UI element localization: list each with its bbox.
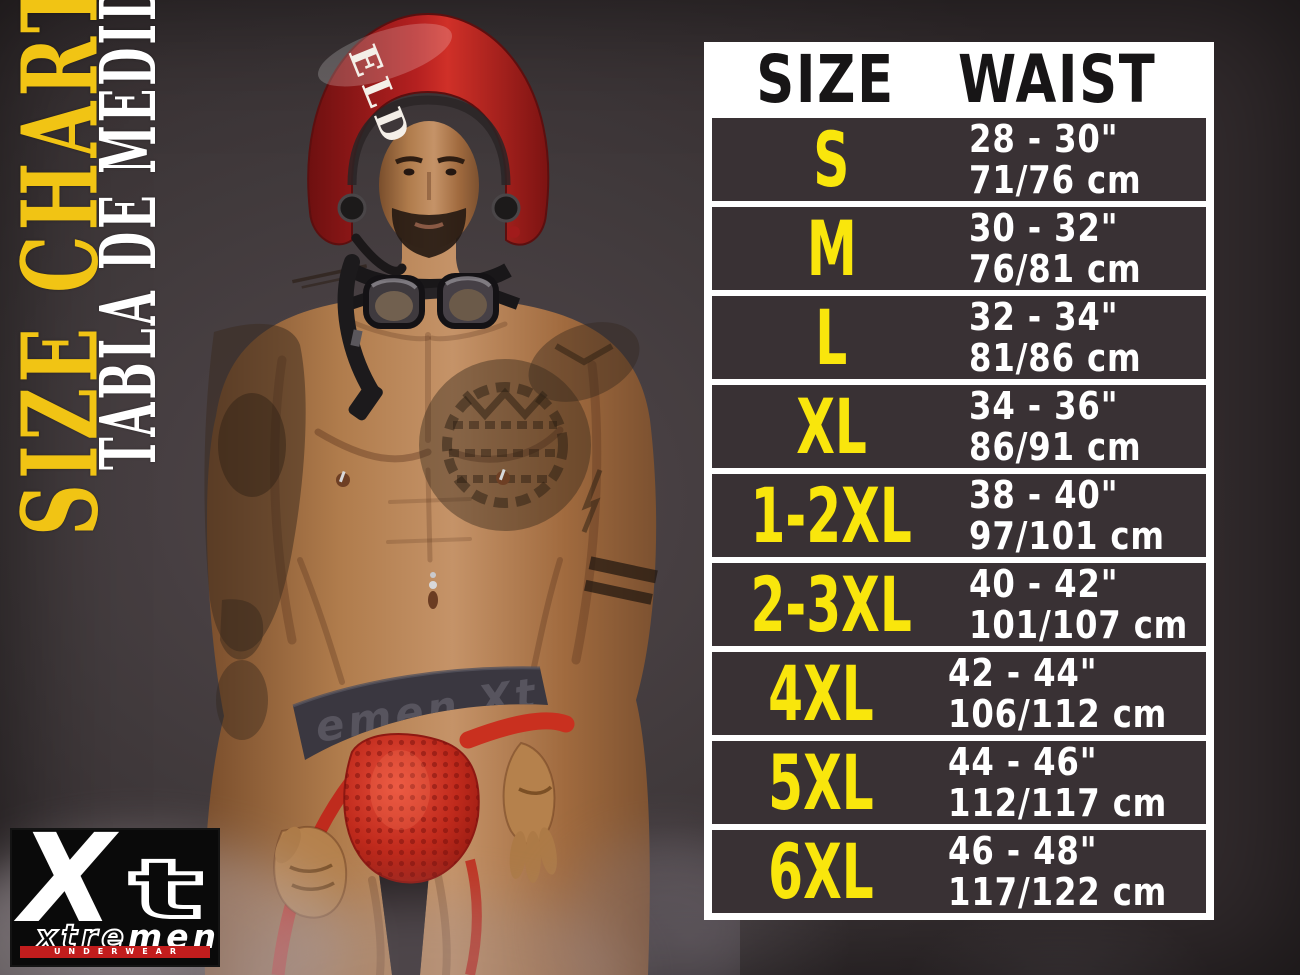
waist-cell: 38 - 40" 97/101 cm	[951, 474, 1206, 557]
size-label: XL	[796, 381, 867, 471]
size-label: 6XL	[768, 826, 874, 916]
table-row: 2-3XL 40 - 42" 101/107 cm	[712, 563, 1206, 646]
size-label: 5XL	[768, 737, 874, 827]
table-header: SIZE WAIST	[712, 42, 1206, 118]
table-row: 4XL 42 - 44" 106/112 cm	[712, 652, 1206, 735]
logo-x-letter: X	[20, 830, 115, 950]
table-body: S 28 - 30" 71/76 cm M 30 - 32" 76/81 cm …	[712, 118, 1206, 913]
xtremen-logo: X t xtremen UNDERWEAR	[12, 830, 218, 965]
header-size-label: SIZE	[756, 41, 896, 118]
waist-inches: 42 - 44"	[948, 650, 1098, 695]
header-waist-label: WAIST	[957, 41, 1157, 118]
waist-cell: 32 - 34" 81/86 cm	[951, 296, 1206, 379]
hand-left	[502, 741, 557, 883]
waist-cell: 42 - 44" 106/112 cm	[930, 652, 1206, 735]
size-label: M	[806, 203, 857, 293]
waist-inches: 40 - 42"	[969, 561, 1119, 606]
header-size-cell: SIZE	[712, 42, 940, 118]
size-label: 2-3XL	[750, 559, 913, 649]
waist-inches: 46 - 48"	[948, 828, 1098, 873]
waist-cm: 106/112 cm	[948, 691, 1168, 736]
helmet: ELD	[307, 12, 550, 276]
size-cell: 4XL	[712, 652, 930, 735]
size-cell: XL	[712, 385, 951, 468]
table-row: 6XL 46 - 48" 117/122 cm	[712, 830, 1206, 913]
table-row: M 30 - 32" 76/81 cm	[712, 207, 1206, 290]
waist-cell: 44 - 46" 112/117 cm	[930, 741, 1206, 824]
size-cell: 5XL	[712, 741, 930, 824]
tattoo-chest	[419, 359, 591, 531]
model-face	[379, 121, 479, 258]
waist-inches: 28 - 30"	[969, 116, 1119, 161]
tattoo-shoulder	[528, 322, 640, 533]
goggle-strap	[337, 254, 383, 421]
size-label: S	[813, 114, 850, 204]
size-cell: S	[712, 118, 951, 201]
logo-t-letter: t	[126, 843, 206, 936]
waist-cm: 112/117 cm	[948, 780, 1168, 825]
body-details	[336, 468, 510, 609]
waist-inches: 32 - 34"	[969, 294, 1119, 339]
waist-cell: 46 - 48" 117/122 cm	[930, 830, 1206, 913]
table-row: 1-2XL 38 - 40" 97/101 cm	[712, 474, 1206, 557]
size-cell: 6XL	[712, 830, 930, 913]
waist-cm: 97/101 cm	[969, 513, 1165, 558]
size-cell: 1-2XL	[712, 474, 951, 557]
header-waist-cell: WAIST	[940, 42, 1206, 118]
goggles	[342, 263, 521, 329]
waist-inches: 30 - 32"	[969, 205, 1119, 250]
waist-cm: 71/76 cm	[969, 157, 1142, 202]
table-row: XL 34 - 36" 86/91 cm	[712, 385, 1206, 468]
waist-cell: 28 - 30" 71/76 cm	[951, 118, 1206, 201]
waist-cm: 86/91 cm	[969, 424, 1142, 469]
waist-inches: 44 - 46"	[948, 739, 1098, 784]
model-body	[204, 230, 658, 975]
waist-inches: 38 - 40"	[969, 472, 1119, 517]
logo-underwear-bar: UNDERWEAR	[20, 946, 210, 958]
size-cell: L	[712, 296, 951, 379]
waist-cm: 101/107 cm	[969, 602, 1189, 647]
size-label: L	[815, 292, 848, 382]
waist-cm: 76/81 cm	[969, 246, 1142, 291]
table-row: L 32 - 34" 81/86 cm	[712, 296, 1206, 379]
table-row: S 28 - 30" 71/76 cm	[712, 118, 1206, 201]
waist-cm: 117/122 cm	[948, 869, 1168, 914]
tattoo-forearm-bands	[584, 556, 658, 605]
waist-inches: 34 - 36"	[969, 383, 1119, 428]
size-table: SIZE WAIST S 28 - 30" 71/76 cm M 30 - 32…	[704, 42, 1214, 920]
size-label: 4XL	[768, 648, 874, 738]
table-row: 5XL 44 - 46" 112/117 cm	[712, 741, 1206, 824]
size-cell: 2-3XL	[712, 563, 951, 646]
waist-cell: 34 - 36" 86/91 cm	[951, 385, 1206, 468]
waist-cell: 40 - 42" 101/107 cm	[951, 563, 1227, 646]
waist-cell: 30 - 32" 76/81 cm	[951, 207, 1206, 290]
model-photo: ELD	[0, 12, 740, 975]
tattoo-sleeve	[204, 323, 306, 740]
waistband	[293, 667, 548, 760]
size-label: 1-2XL	[750, 470, 913, 560]
size-cell: M	[712, 207, 951, 290]
waist-cm: 81/86 cm	[969, 335, 1142, 380]
